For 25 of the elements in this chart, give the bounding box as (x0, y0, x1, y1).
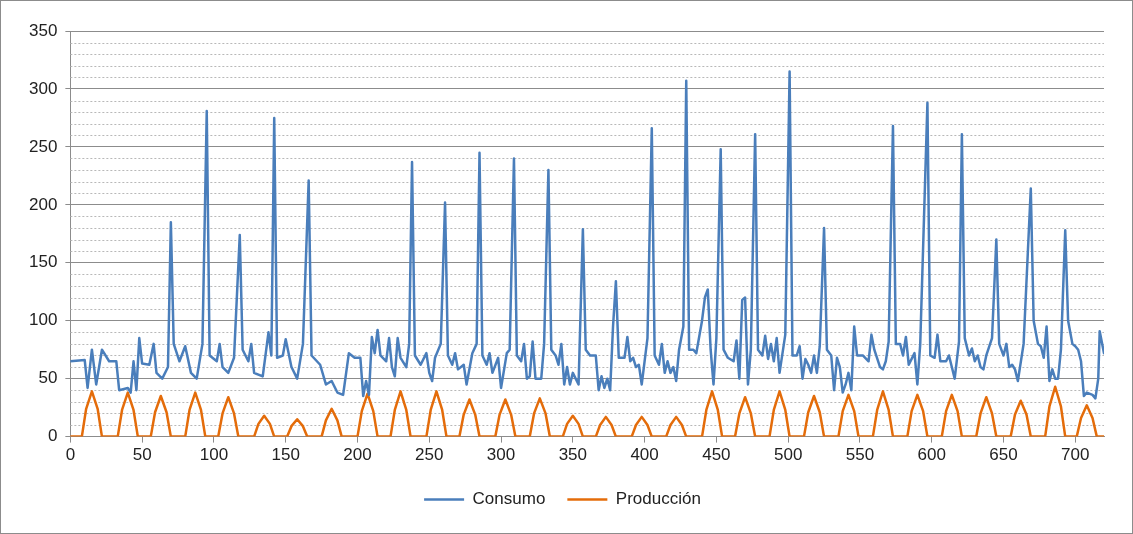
legend-label: Producción (615, 489, 701, 509)
x-tick-label: 300 (486, 445, 516, 465)
y-tick-label: 350 (28, 20, 58, 40)
legend-label: Consumo (472, 489, 546, 509)
x-tick-label: 700 (1061, 445, 1090, 465)
y-tick-label: 0 (47, 426, 58, 446)
x-tick-label: 600 (917, 445, 946, 465)
x-tick-label: 400 (630, 445, 659, 465)
x-tick-label: 650 (989, 445, 1018, 465)
y-tick-label: 100 (28, 310, 58, 330)
x-tick-label: 0 (65, 445, 76, 465)
y-tick-label: 250 (28, 136, 58, 156)
x-tick-label: 450 (702, 445, 731, 465)
x-tick-label: 550 (845, 445, 875, 465)
x-tick-label: 100 (199, 445, 229, 465)
y-tick-label: 200 (28, 194, 58, 214)
y-tick-label: 50 (38, 368, 58, 388)
x-tick-label: 350 (558, 445, 588, 465)
x-tick-label: 200 (343, 445, 372, 465)
x-tick-label: 500 (773, 445, 803, 465)
y-tick-label: 150 (28, 252, 58, 272)
x-tick-label: 50 (132, 445, 152, 465)
x-tick-label: 250 (415, 445, 444, 465)
x-tick-label: 150 (271, 445, 300, 465)
y-tick-label: 300 (28, 78, 58, 98)
